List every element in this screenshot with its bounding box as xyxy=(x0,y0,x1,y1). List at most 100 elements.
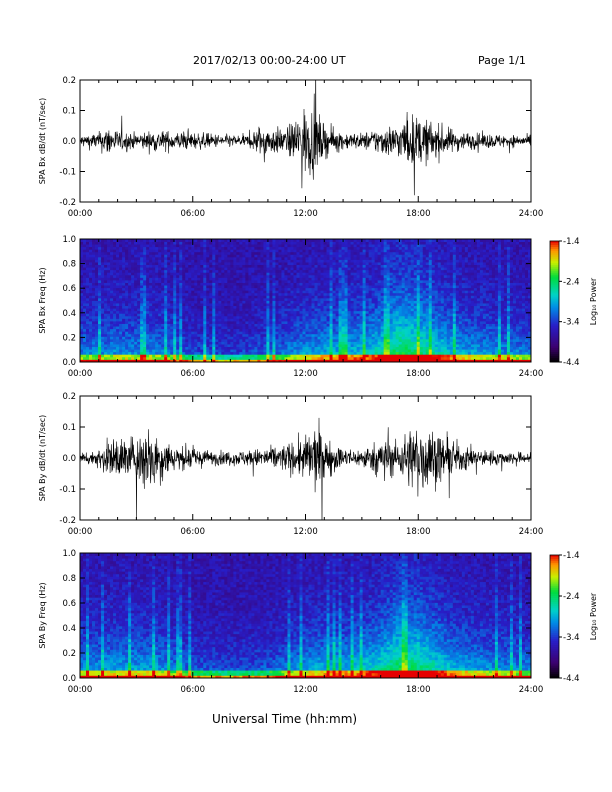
spectrogram-cell xyxy=(293,282,297,286)
spectrogram-cell xyxy=(308,315,312,319)
spectrogram-cell xyxy=(320,264,324,268)
spectrogram-cell xyxy=(308,282,312,286)
spectrogram-cell xyxy=(200,290,204,294)
spectrogram-cell xyxy=(326,331,330,335)
spectrogram-cell xyxy=(182,282,186,286)
spectrogram-cell xyxy=(110,241,114,245)
spectrogram-cell xyxy=(155,280,159,283)
spectrogram-cell xyxy=(302,256,306,260)
spectrogram-cell xyxy=(383,264,388,268)
spectrogram-cell xyxy=(311,280,315,283)
spectrogram-cell xyxy=(326,246,330,250)
spectrogram-cell xyxy=(221,303,225,307)
spectrogram-cell xyxy=(272,338,276,342)
spectrogram-cell xyxy=(332,272,336,276)
spectrogram-cell xyxy=(245,282,249,286)
spectrogram-cell xyxy=(80,351,84,355)
spectrogram-cell xyxy=(209,244,213,248)
spectrogram-cell xyxy=(125,264,129,268)
spectrogram-cell xyxy=(335,285,339,289)
spectrogram-cell xyxy=(332,326,336,330)
spectrogram-cell xyxy=(317,331,321,335)
spectrogram-cell xyxy=(287,308,291,312)
spectrogram-cell xyxy=(215,338,219,342)
spectrogram-cell xyxy=(290,338,294,342)
spectrogram-cell xyxy=(353,285,358,289)
spectrogram-cell xyxy=(251,287,255,291)
spectrogram-cell xyxy=(248,244,252,248)
spectrogram-cell xyxy=(140,303,144,307)
spectrogram-cell xyxy=(230,300,234,304)
spectrogram-cell xyxy=(128,239,132,242)
spectrogram-cell xyxy=(365,344,370,348)
spectrogram-cell xyxy=(242,310,246,314)
spectrogram-cell xyxy=(248,359,252,363)
spectrogram-cell xyxy=(290,333,294,337)
spectrogram-cell xyxy=(284,333,288,337)
spectrogram-cell xyxy=(260,280,264,283)
spectrogram-cell xyxy=(176,349,180,353)
spectrogram-cell xyxy=(350,331,355,335)
spectrogram-cell xyxy=(173,321,177,324)
spectrogram-cell xyxy=(137,290,141,294)
spectrogram-cell xyxy=(275,277,279,281)
spectrogram-cell xyxy=(350,303,355,307)
spectrogram-cell xyxy=(191,341,195,345)
spectrogram-cell xyxy=(332,264,336,268)
spectrogram-cell xyxy=(383,274,388,278)
spectrogram-cell xyxy=(125,244,129,248)
spectrogram-cell xyxy=(155,318,159,322)
spectrogram-cell xyxy=(260,239,264,242)
spectrogram-cell xyxy=(293,295,297,299)
spectrogram-cell xyxy=(248,254,252,258)
spectrogram-cell xyxy=(218,282,222,286)
spectrogram-cell xyxy=(278,323,282,327)
spectrogram-cell xyxy=(218,328,222,332)
spectrogram-cell xyxy=(179,318,183,322)
spectrogram-cell xyxy=(176,351,180,355)
spectrogram-cell xyxy=(191,295,195,299)
spectrogram-cell xyxy=(215,251,219,255)
spectrogram-cell xyxy=(143,305,147,309)
spectrogram-cell xyxy=(293,336,297,340)
spectrogram-cell xyxy=(284,300,288,304)
spectrogram-cell xyxy=(305,315,309,319)
spectrogram-cell xyxy=(236,305,240,309)
spectrogram-cell xyxy=(332,287,336,291)
spectrogram-cell xyxy=(212,338,216,342)
spectrogram-cell xyxy=(290,305,294,309)
spectrogram-cell xyxy=(188,305,192,309)
spectrogram-cell xyxy=(137,318,141,322)
spectrogram-cell xyxy=(311,341,315,345)
spectrogram-cell xyxy=(212,292,216,296)
spectrogram-cell xyxy=(215,336,219,340)
spectrogram-cell xyxy=(170,354,174,358)
spectrogram-cell xyxy=(323,292,327,296)
spectrogram-cell xyxy=(200,323,204,327)
spectrogram-cell xyxy=(194,323,198,327)
spectrogram-cell xyxy=(182,267,186,271)
spectrogram-cell xyxy=(179,323,183,327)
spectrogram-cell xyxy=(326,305,330,309)
spectrogram-cell xyxy=(332,333,336,337)
spectrogram-cell xyxy=(152,264,156,268)
spectrogram-cell xyxy=(269,287,273,291)
spectrogram-cell xyxy=(89,297,93,301)
spectrogram-cell xyxy=(215,256,219,260)
spectrogram-cell xyxy=(185,239,189,242)
spectrogram-cell xyxy=(296,315,300,319)
spectrogram-cell xyxy=(341,259,345,263)
spectrogram-cell xyxy=(374,351,379,355)
spectrogram-cell xyxy=(116,241,120,245)
spectrogram-cell xyxy=(254,280,258,283)
spectrogram-cell xyxy=(266,290,270,294)
spectrogram-cell xyxy=(131,249,135,253)
spectrogram-cell xyxy=(143,251,147,255)
spectrogram-cell xyxy=(287,262,291,266)
spectrogram-cell xyxy=(203,331,207,335)
spectrogram-cell xyxy=(371,300,376,304)
spectrogram-cell xyxy=(137,274,141,278)
spectrogram-cell xyxy=(317,287,321,291)
spectrogram-cell xyxy=(335,354,339,358)
spectrogram-cell xyxy=(152,295,156,299)
